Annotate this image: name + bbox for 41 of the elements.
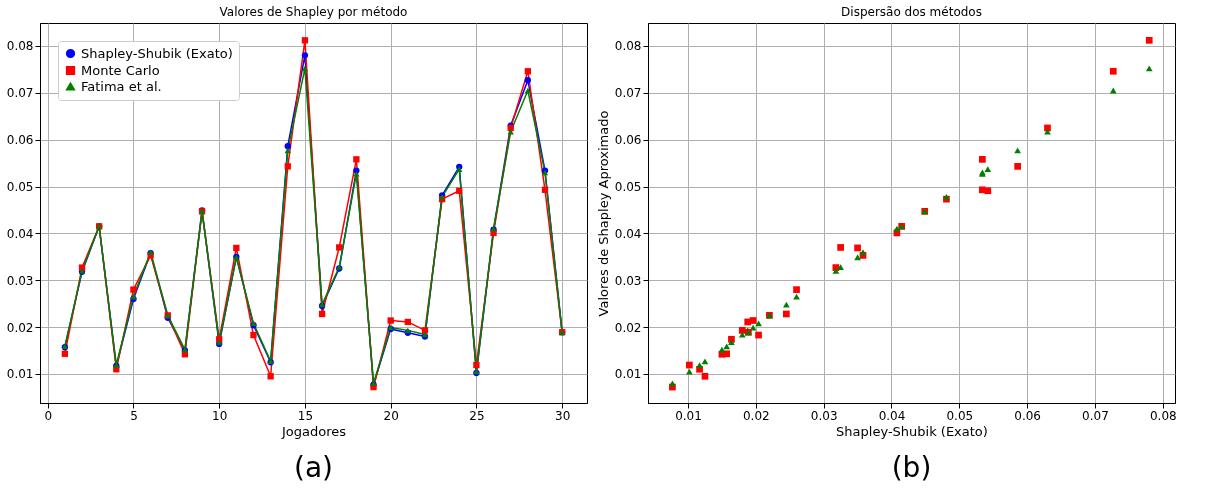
y-axis-title: Valores de Shapley Aproximado: [595, 110, 611, 317]
y-tick-label: 0.03: [614, 273, 642, 288]
y-tick-label: 0.05: [6, 180, 34, 195]
x-tick-label: 0.01: [675, 408, 702, 423]
y-tick-label: 0.07: [6, 86, 34, 101]
y-tick-label: 0.02: [6, 320, 34, 335]
x-tick-label: 0.06: [1014, 408, 1041, 423]
x-tick-label: 0.08: [1149, 408, 1177, 423]
y-tick-label: 0.06: [6, 133, 34, 148]
chart-title: Valores de Shapley por método: [219, 5, 408, 19]
x-tick-label: 25: [469, 408, 485, 423]
legend-label: Monte Carlo: [81, 62, 160, 78]
x-tick-label: 30: [555, 408, 571, 423]
y-tick-label: 0.08: [614, 39, 642, 54]
x-tick-label: 0: [44, 408, 53, 423]
y-tick-label: 0.05: [614, 180, 642, 195]
y-tick-label: 0.04: [614, 226, 642, 241]
x-tick-label: 10: [212, 408, 228, 423]
y-tick-label: 0.02: [614, 320, 642, 335]
y-tick-label: 0.01: [614, 367, 642, 382]
x-axis-title: Shapley-Shubik (Exato): [836, 423, 988, 439]
x-tick-label: 5: [130, 408, 138, 423]
legend-label: Shapley-Shubik (Exato): [81, 45, 233, 61]
chart-title: Dispersão dos métodos: [841, 5, 982, 19]
x-tick-label: 15: [297, 408, 314, 423]
x-tick-label: 0.07: [1082, 408, 1109, 423]
legend-label: Fatima et al.: [81, 78, 162, 94]
text: (b): [891, 451, 932, 484]
y-tick-label: 0.07: [614, 86, 642, 101]
x-axis-title: Jogadores: [280, 423, 347, 439]
x-tick-label: 0.05: [946, 408, 974, 423]
y-tick-label: 0.01: [6, 367, 34, 382]
text: (a): [293, 451, 334, 484]
x-tick-label: 0.04: [878, 408, 906, 423]
x-tick-label: 20: [383, 408, 399, 423]
y-tick-label: 0.04: [6, 226, 34, 241]
y-tick-label: 0.08: [6, 39, 34, 54]
x-tick-label: 0.03: [810, 408, 838, 423]
x-tick-label: 0.02: [742, 408, 770, 423]
y-tick-label: 0.06: [614, 133, 642, 148]
y-tick-label: 0.03: [6, 273, 34, 288]
